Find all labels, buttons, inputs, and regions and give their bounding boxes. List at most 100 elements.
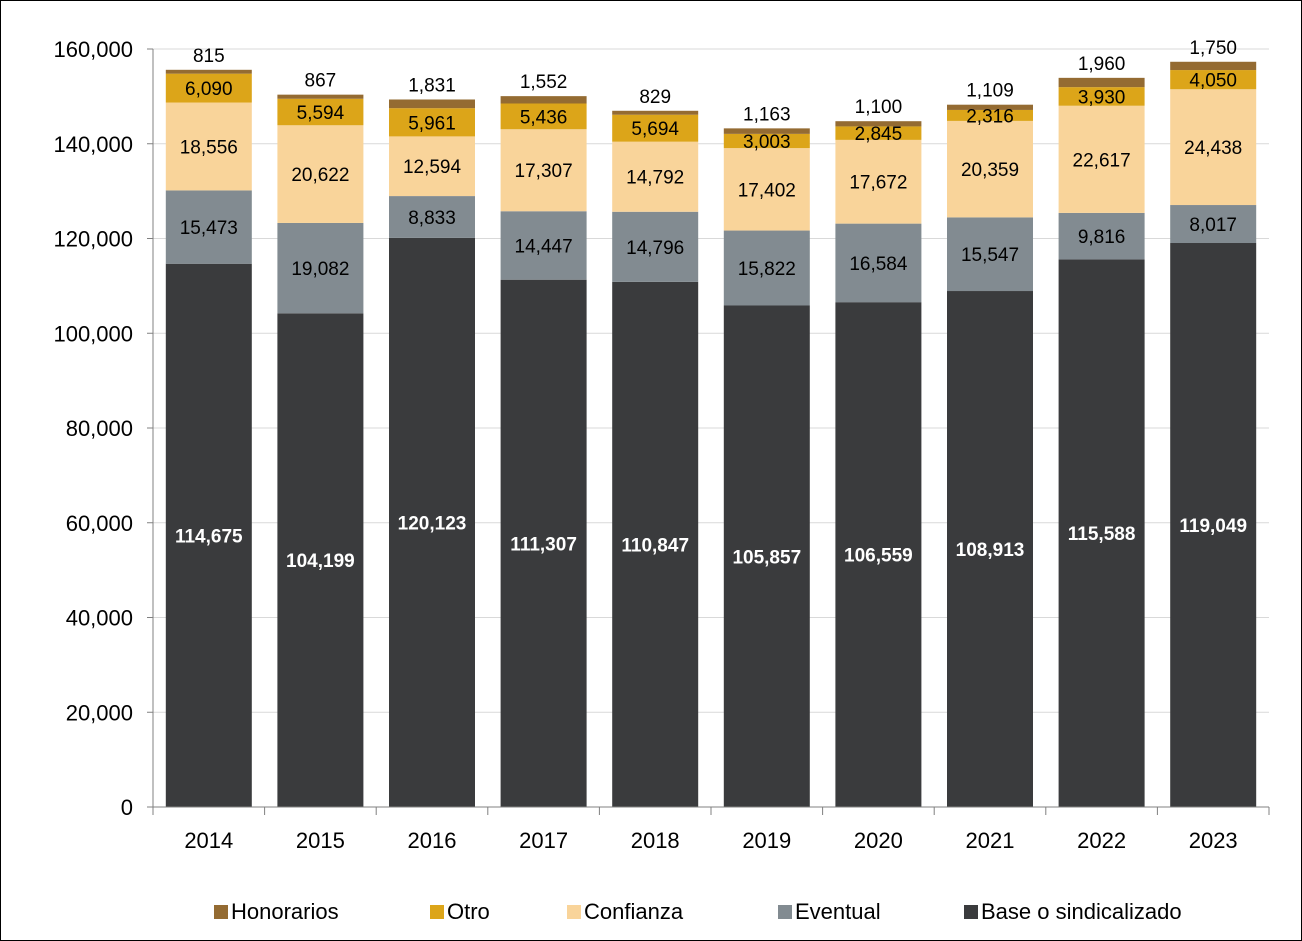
bar-segment <box>165 263 252 807</box>
data-label: 104,199 <box>286 551 355 572</box>
bar-segment <box>1170 205 1257 244</box>
x-tick-label: 2020 <box>854 828 903 853</box>
y-tick-label: 60,000 <box>66 511 133 536</box>
data-label: 24,438 <box>1184 138 1242 159</box>
legend-swatch <box>567 905 581 919</box>
data-label: 5,961 <box>408 113 456 134</box>
data-label: 2,845 <box>855 124 903 145</box>
bar-segment <box>612 114 699 142</box>
data-label: 114,675 <box>175 526 243 547</box>
bar-segment <box>835 121 922 127</box>
bar-segment <box>389 136 475 197</box>
data-label: 5,436 <box>520 107 568 128</box>
data-label: 20,622 <box>291 165 349 186</box>
data-label: 14,792 <box>626 168 684 189</box>
y-tick-label: 0 <box>121 795 133 820</box>
legend-label: Confianza <box>584 899 684 924</box>
data-label: 15,822 <box>738 259 796 280</box>
bar-segment <box>500 279 587 807</box>
bar-segment <box>1058 77 1145 88</box>
bar-segment <box>947 291 1033 807</box>
bar-segment <box>1058 105 1145 213</box>
data-label: 17,672 <box>849 173 907 194</box>
bar-segment <box>723 133 810 149</box>
data-label: 12,594 <box>403 157 462 178</box>
x-tick-label: 2022 <box>1077 828 1126 853</box>
data-label: 2,316 <box>966 106 1014 127</box>
data-label: 867 <box>305 71 337 92</box>
bar-segment <box>1058 212 1145 260</box>
data-label: 16,584 <box>849 254 908 275</box>
data-label: 115,588 <box>1068 524 1136 545</box>
bar-segment <box>165 102 252 191</box>
data-label: 17,307 <box>515 161 573 182</box>
data-label: 1,109 <box>966 81 1014 102</box>
data-label: 1,831 <box>408 75 456 96</box>
data-label: 18,556 <box>180 137 238 158</box>
data-label: 4,050 <box>1189 71 1237 92</box>
data-label: 108,913 <box>956 540 1025 561</box>
data-label: 1,750 <box>1189 38 1237 59</box>
bar-segment <box>389 196 475 238</box>
y-tick-label: 40,000 <box>66 606 133 631</box>
legend-label: Base o sindicalizado <box>981 899 1182 924</box>
bar-segment <box>835 139 922 224</box>
bar-segment <box>723 148 810 231</box>
data-label: 1,552 <box>520 72 568 93</box>
bar-segment <box>500 103 587 130</box>
data-label: 1,960 <box>1078 54 1126 75</box>
x-tick-label: 2016 <box>408 828 457 853</box>
data-label: 815 <box>193 46 225 67</box>
bar-segment <box>1170 70 1257 90</box>
bar-segment <box>500 211 587 280</box>
data-label: 111,307 <box>510 534 577 555</box>
legend-label: Otro <box>447 899 490 924</box>
data-label: 17,402 <box>738 180 796 201</box>
y-tick-label: 80,000 <box>66 416 133 441</box>
legend-label: Eventual <box>795 899 881 924</box>
bar-segment <box>165 69 252 74</box>
x-tick-label: 2023 <box>1189 828 1238 853</box>
axes: 0 20,000 40,000 60,000 80,000 100,000 120,000 1… <box>53 37 1270 853</box>
y-tick-label: 160,000 <box>53 37 133 62</box>
y-tick-label: 20,000 <box>66 700 133 725</box>
bar-segment <box>723 305 810 807</box>
bar-segment <box>723 230 810 306</box>
data-label: 3,003 <box>743 132 791 153</box>
bar-segment <box>389 99 475 109</box>
bar-segment <box>947 217 1033 292</box>
data-label: 15,473 <box>180 218 238 239</box>
data-label: 14,796 <box>626 238 684 259</box>
y-tick-label: 140,000 <box>53 132 133 157</box>
y-tick-label: 120,000 <box>53 227 133 252</box>
bar-segment <box>277 94 364 99</box>
data-label: 106,559 <box>844 546 913 567</box>
legend: Honorarios Otro Confianza Eventual Base o si… <box>214 899 1182 924</box>
data-label: 15,547 <box>961 245 1019 266</box>
data-label: 20,359 <box>961 160 1019 181</box>
data-label: 5,694 <box>631 119 679 140</box>
bar-segment <box>277 125 364 223</box>
bar-segment <box>1058 259 1145 807</box>
data-label: 14,447 <box>515 236 573 257</box>
bar-segment <box>1170 89 1257 206</box>
bar-segment <box>612 281 699 808</box>
bar-segment <box>723 128 810 134</box>
data-label: 105,857 <box>732 547 801 568</box>
bar-segment <box>947 104 1033 110</box>
bar-segment <box>835 302 922 807</box>
data-label: 6,090 <box>185 79 233 100</box>
bar-segment <box>835 126 922 140</box>
legend-swatch <box>964 905 978 919</box>
bar-segment <box>1170 243 1257 807</box>
data-label: 8,833 <box>408 208 456 229</box>
bar-segment <box>277 222 364 314</box>
bar-segment <box>835 223 922 303</box>
bars <box>165 61 1257 808</box>
x-tick-label: 2015 <box>296 828 345 853</box>
data-labels: 114,675 15,473 18,556 6,090 815 104,199 19,082… <box>175 38 1247 572</box>
data-label: 119,049 <box>1179 516 1247 537</box>
legend-swatch <box>778 905 792 919</box>
